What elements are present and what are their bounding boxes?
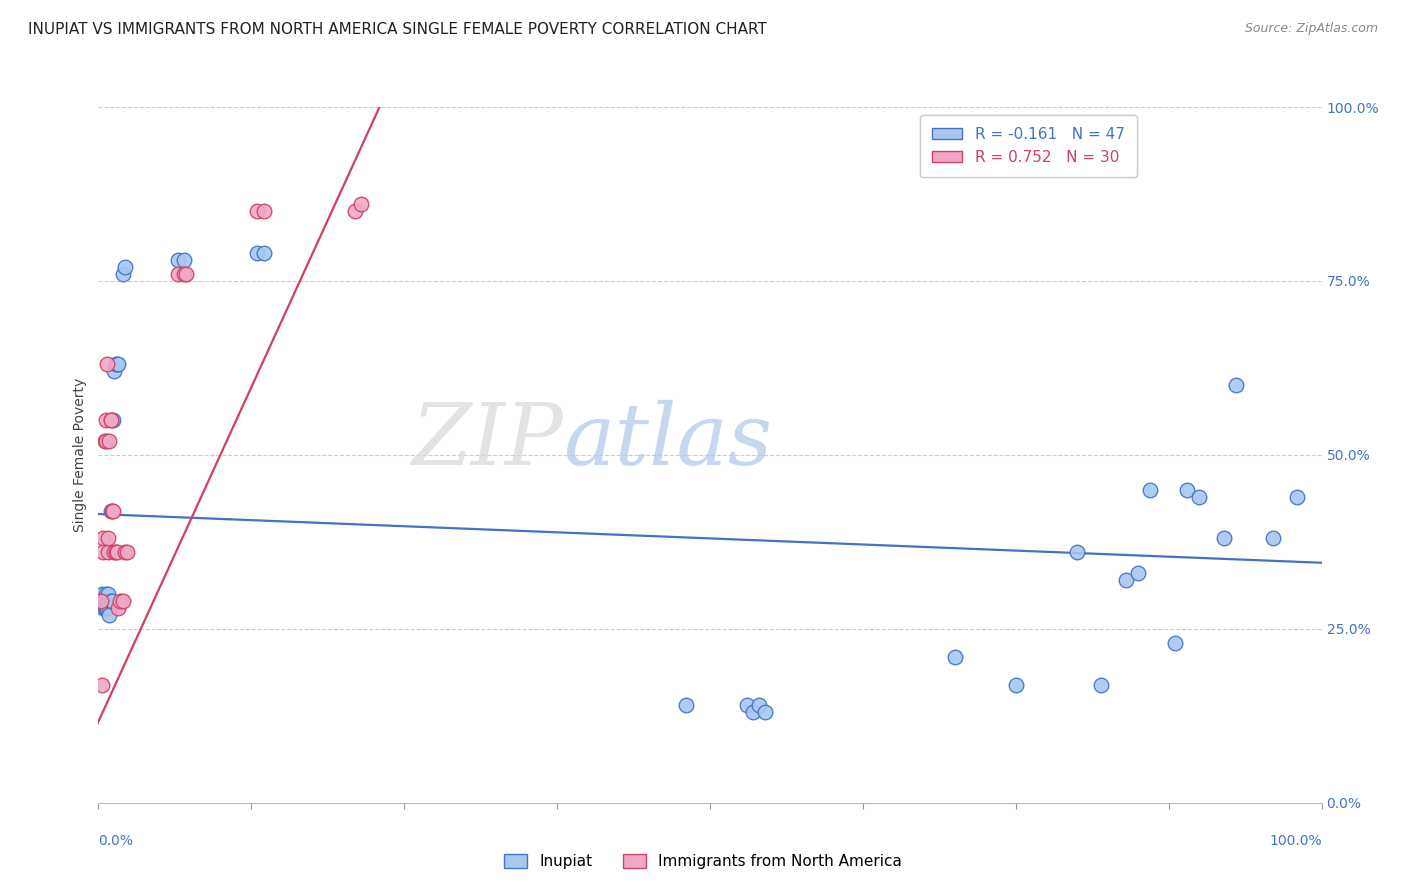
Point bbox=[741, 706, 763, 720]
Point bbox=[100, 594, 122, 608]
Point bbox=[100, 503, 122, 517]
Point bbox=[94, 413, 117, 427]
Point bbox=[1225, 378, 1247, 392]
Point bbox=[344, 204, 367, 219]
Point bbox=[104, 545, 127, 559]
Point bbox=[97, 594, 120, 608]
Point bbox=[115, 545, 138, 559]
Point bbox=[111, 267, 134, 281]
Point bbox=[943, 649, 966, 664]
Point bbox=[103, 364, 125, 378]
Point bbox=[98, 601, 121, 615]
Legend: R = -0.161   N = 47, R = 0.752   N = 30: R = -0.161 N = 47, R = 0.752 N = 30 bbox=[920, 115, 1136, 177]
Text: 100.0%: 100.0% bbox=[1270, 834, 1322, 848]
Point bbox=[105, 545, 128, 559]
Point bbox=[93, 434, 115, 448]
Point bbox=[1066, 545, 1088, 559]
Point bbox=[103, 545, 125, 559]
Point bbox=[246, 246, 269, 260]
Point bbox=[101, 503, 124, 517]
Point bbox=[754, 706, 776, 720]
Point bbox=[97, 545, 120, 559]
Point bbox=[96, 594, 118, 608]
Point bbox=[97, 532, 120, 546]
Point bbox=[1128, 566, 1150, 581]
Point bbox=[173, 267, 195, 281]
Point bbox=[111, 594, 134, 608]
Point bbox=[1286, 490, 1309, 504]
Point bbox=[1175, 483, 1198, 497]
Point bbox=[1212, 532, 1234, 546]
Point bbox=[98, 607, 121, 622]
Point bbox=[1115, 573, 1137, 587]
Point bbox=[1090, 677, 1112, 691]
Point bbox=[1261, 532, 1284, 546]
Point bbox=[735, 698, 758, 713]
Point bbox=[91, 545, 114, 559]
Point bbox=[101, 503, 124, 517]
Point bbox=[91, 677, 114, 691]
Point bbox=[1004, 677, 1026, 691]
Point bbox=[350, 197, 373, 211]
Point bbox=[1188, 490, 1211, 504]
Point bbox=[675, 698, 697, 713]
Point bbox=[167, 253, 190, 268]
Point bbox=[101, 413, 124, 427]
Point bbox=[173, 253, 195, 268]
Point bbox=[94, 434, 117, 448]
Point bbox=[94, 587, 117, 601]
Point bbox=[114, 545, 136, 559]
Point bbox=[97, 587, 120, 601]
Text: INUPIAT VS IMMIGRANTS FROM NORTH AMERICA SINGLE FEMALE POVERTY CORRELATION CHART: INUPIAT VS IMMIGRANTS FROM NORTH AMERICA… bbox=[28, 22, 768, 37]
Point bbox=[91, 601, 114, 615]
Point bbox=[252, 204, 274, 219]
Point bbox=[105, 358, 128, 372]
Text: atlas: atlas bbox=[564, 400, 772, 483]
Text: 0.0%: 0.0% bbox=[98, 834, 134, 848]
Point bbox=[96, 358, 118, 372]
Y-axis label: Single Female Poverty: Single Female Poverty bbox=[73, 378, 87, 532]
Text: ZIP: ZIP bbox=[412, 400, 564, 483]
Point bbox=[94, 601, 117, 615]
Point bbox=[176, 267, 198, 281]
Point bbox=[100, 413, 122, 427]
Point bbox=[91, 594, 114, 608]
Point bbox=[93, 594, 115, 608]
Point bbox=[93, 601, 115, 615]
Point bbox=[167, 267, 190, 281]
Point bbox=[114, 260, 136, 274]
Point bbox=[246, 204, 269, 219]
Point bbox=[104, 358, 127, 372]
Text: Source: ZipAtlas.com: Source: ZipAtlas.com bbox=[1244, 22, 1378, 36]
Point bbox=[91, 587, 114, 601]
Point bbox=[1139, 483, 1161, 497]
Point bbox=[107, 358, 129, 372]
Legend: Inupiat, Immigrants from North America: Inupiat, Immigrants from North America bbox=[498, 848, 908, 875]
Point bbox=[91, 532, 114, 546]
Point bbox=[90, 594, 112, 608]
Point bbox=[101, 594, 124, 608]
Point bbox=[1164, 636, 1187, 650]
Point bbox=[748, 698, 770, 713]
Point bbox=[100, 413, 122, 427]
Point bbox=[98, 434, 121, 448]
Point bbox=[110, 594, 132, 608]
Point bbox=[90, 594, 112, 608]
Point bbox=[96, 601, 118, 615]
Point bbox=[252, 246, 274, 260]
Point bbox=[107, 601, 129, 615]
